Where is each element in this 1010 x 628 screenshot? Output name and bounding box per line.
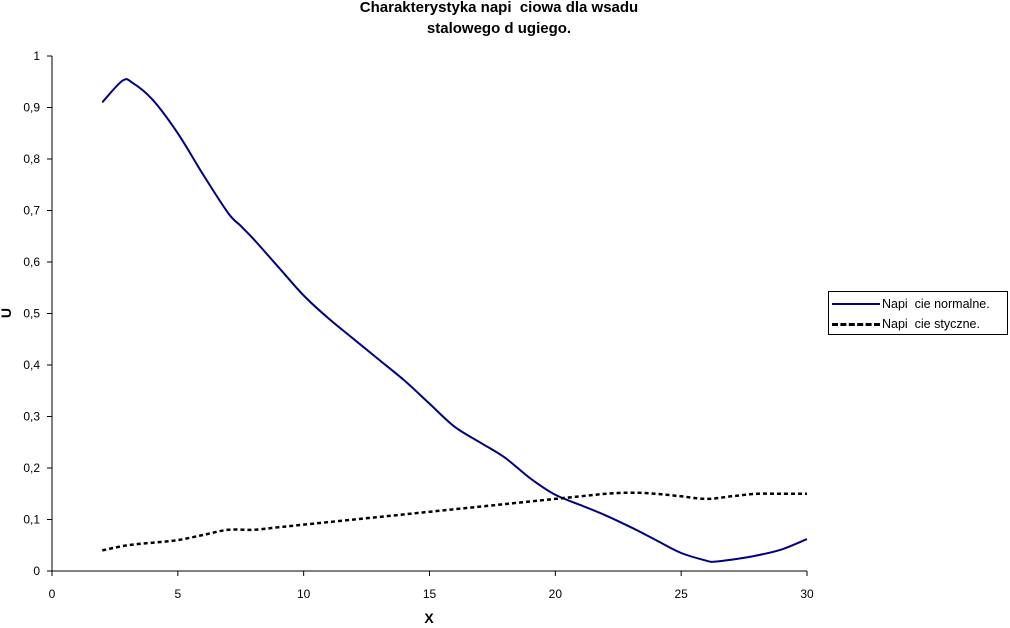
legend-label-normal: Napi cie normalne. [882,297,990,311]
legend: Napi cie normalne. Napi cie styczne. [828,291,1008,335]
y-tick-label: 0,8 [23,152,40,166]
y-tick-label: 0,6 [23,255,40,269]
y-tick-label: 0 [33,564,40,578]
series-tangential-line [102,491,807,552]
solid-line-swatch-icon [832,303,880,305]
chart-title-line-1: Charakterystyka napi ciowa dla wsadu [359,0,639,16]
x-tick-label: 15 [423,587,437,601]
y-tick-label: 0,2 [23,461,40,475]
y-tick-label: 0,1 [23,513,40,527]
axes: 00,10,20,30,40,50,60,70,80,910 5 10 15 20 25 3… [23,49,814,601]
series-normal-line [101,78,808,563]
legend-item-normal: Napi cie normalne. [832,296,990,312]
y-axis-title: U [0,308,14,318]
x-tick-label: 30 [800,587,814,601]
dashed-line-swatch-icon [832,323,880,326]
x-tick-label: 10 [297,587,311,601]
x-tick-label: 20 [549,587,563,601]
x-tick-label: 5 [174,587,181,601]
chart-title: Charakterystyka napi ciowa dla wsadu sta… [0,0,998,39]
y-tick-label: 0,5 [23,307,40,321]
chart-title-line-2: stalowego d ugiego. [426,20,572,37]
y-tick-label: 0,7 [23,204,40,218]
legend-label-tangential: Napi cie styczne. [882,317,980,331]
x-tick-label: 25 [674,587,688,601]
series-group [101,78,808,563]
y-tick-label: 0,9 [23,101,40,115]
y-tick-label: 1 [33,49,40,63]
x-tick-label: 0 [49,587,56,601]
y-tick-label: 0,4 [23,358,40,372]
y-tick-label: 0,3 [23,410,40,424]
x-axis-title: X [424,610,434,626]
legend-item-tangential: Napi cie styczne. [832,316,980,332]
